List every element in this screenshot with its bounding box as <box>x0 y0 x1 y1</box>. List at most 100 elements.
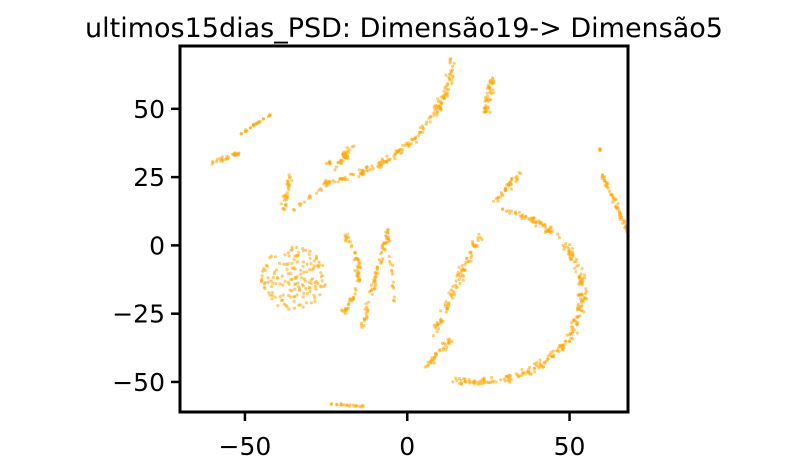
data-point <box>281 283 285 287</box>
data-point <box>283 193 287 198</box>
data-point <box>449 70 454 74</box>
data-point <box>617 213 622 217</box>
data-point <box>376 161 380 165</box>
data-point <box>364 302 368 306</box>
data-point <box>572 266 577 270</box>
data-point <box>616 202 620 206</box>
data-point <box>532 366 536 371</box>
data-point <box>275 268 279 272</box>
data-point <box>564 241 568 246</box>
data-point <box>583 292 588 296</box>
data-point <box>534 221 538 225</box>
data-point <box>290 266 294 270</box>
data-point <box>312 296 317 300</box>
data-point <box>365 308 369 312</box>
data-point <box>358 265 363 269</box>
data-point <box>580 267 584 271</box>
data-point <box>390 270 394 274</box>
data-point <box>360 403 364 407</box>
data-point <box>382 160 386 164</box>
data-point <box>563 343 567 347</box>
data-point <box>435 320 439 325</box>
data-point <box>357 168 361 172</box>
data-point <box>266 114 271 119</box>
data-point <box>435 107 439 111</box>
data-point <box>536 364 540 368</box>
data-point <box>345 177 350 182</box>
data-point <box>509 209 514 213</box>
data-point <box>305 292 309 296</box>
data-point <box>509 187 513 191</box>
data-point <box>220 158 224 162</box>
data-point <box>557 236 561 240</box>
data-point <box>301 264 305 268</box>
chart-title: ultimos15dias_PSD: Dimensão19-> Dimensão… <box>85 13 723 44</box>
data-point <box>318 284 322 288</box>
data-point <box>621 218 625 222</box>
data-point <box>386 158 390 162</box>
data-point <box>374 275 378 279</box>
data-point <box>313 299 317 303</box>
data-point <box>293 267 297 271</box>
data-point <box>380 157 384 161</box>
data-point <box>476 236 480 240</box>
data-point <box>539 364 543 368</box>
data-point <box>578 305 582 309</box>
data-point <box>570 250 575 254</box>
data-point <box>401 143 405 147</box>
data-point <box>441 346 445 350</box>
data-point <box>361 169 365 173</box>
data-point <box>439 318 443 322</box>
data-point <box>304 248 308 252</box>
data-point <box>447 341 451 345</box>
data-point <box>403 143 407 147</box>
data-point <box>424 122 428 126</box>
data-point <box>567 339 571 343</box>
data-point <box>288 183 292 187</box>
data-point <box>571 319 575 323</box>
data-point <box>450 78 454 82</box>
data-point <box>458 381 462 386</box>
data-point <box>271 276 275 280</box>
data-point <box>423 365 427 369</box>
data-point <box>269 279 273 283</box>
data-point <box>446 338 450 342</box>
data-point <box>391 280 395 284</box>
data-point <box>345 146 349 150</box>
data-point <box>356 274 360 278</box>
data-point <box>618 210 622 215</box>
data-point <box>380 244 385 248</box>
data-point <box>392 154 396 158</box>
data-point <box>387 254 391 259</box>
data-point <box>452 61 456 65</box>
data-point <box>435 330 439 334</box>
data-point <box>520 367 524 371</box>
data-point <box>396 150 400 154</box>
data-point <box>313 284 317 288</box>
data-point <box>290 277 294 281</box>
data-point <box>327 160 331 164</box>
data-point <box>285 267 289 271</box>
data-point <box>314 279 318 283</box>
data-point <box>286 293 291 297</box>
data-point <box>509 178 513 182</box>
data-point <box>450 293 454 297</box>
data-point <box>521 213 525 217</box>
data-point <box>288 175 292 179</box>
data-point <box>490 82 494 86</box>
data-point <box>543 361 547 365</box>
data-point <box>358 404 362 408</box>
data-point <box>387 239 391 243</box>
data-point <box>305 270 309 274</box>
data-point <box>579 299 584 303</box>
data-point <box>270 285 274 289</box>
data-point <box>442 96 446 100</box>
data-point <box>571 254 575 258</box>
data-point <box>530 219 534 223</box>
data-point <box>500 192 504 196</box>
data-point <box>345 236 349 240</box>
data-point <box>296 281 300 285</box>
data-point <box>444 300 448 304</box>
data-point <box>447 78 451 82</box>
data-point <box>304 287 308 291</box>
